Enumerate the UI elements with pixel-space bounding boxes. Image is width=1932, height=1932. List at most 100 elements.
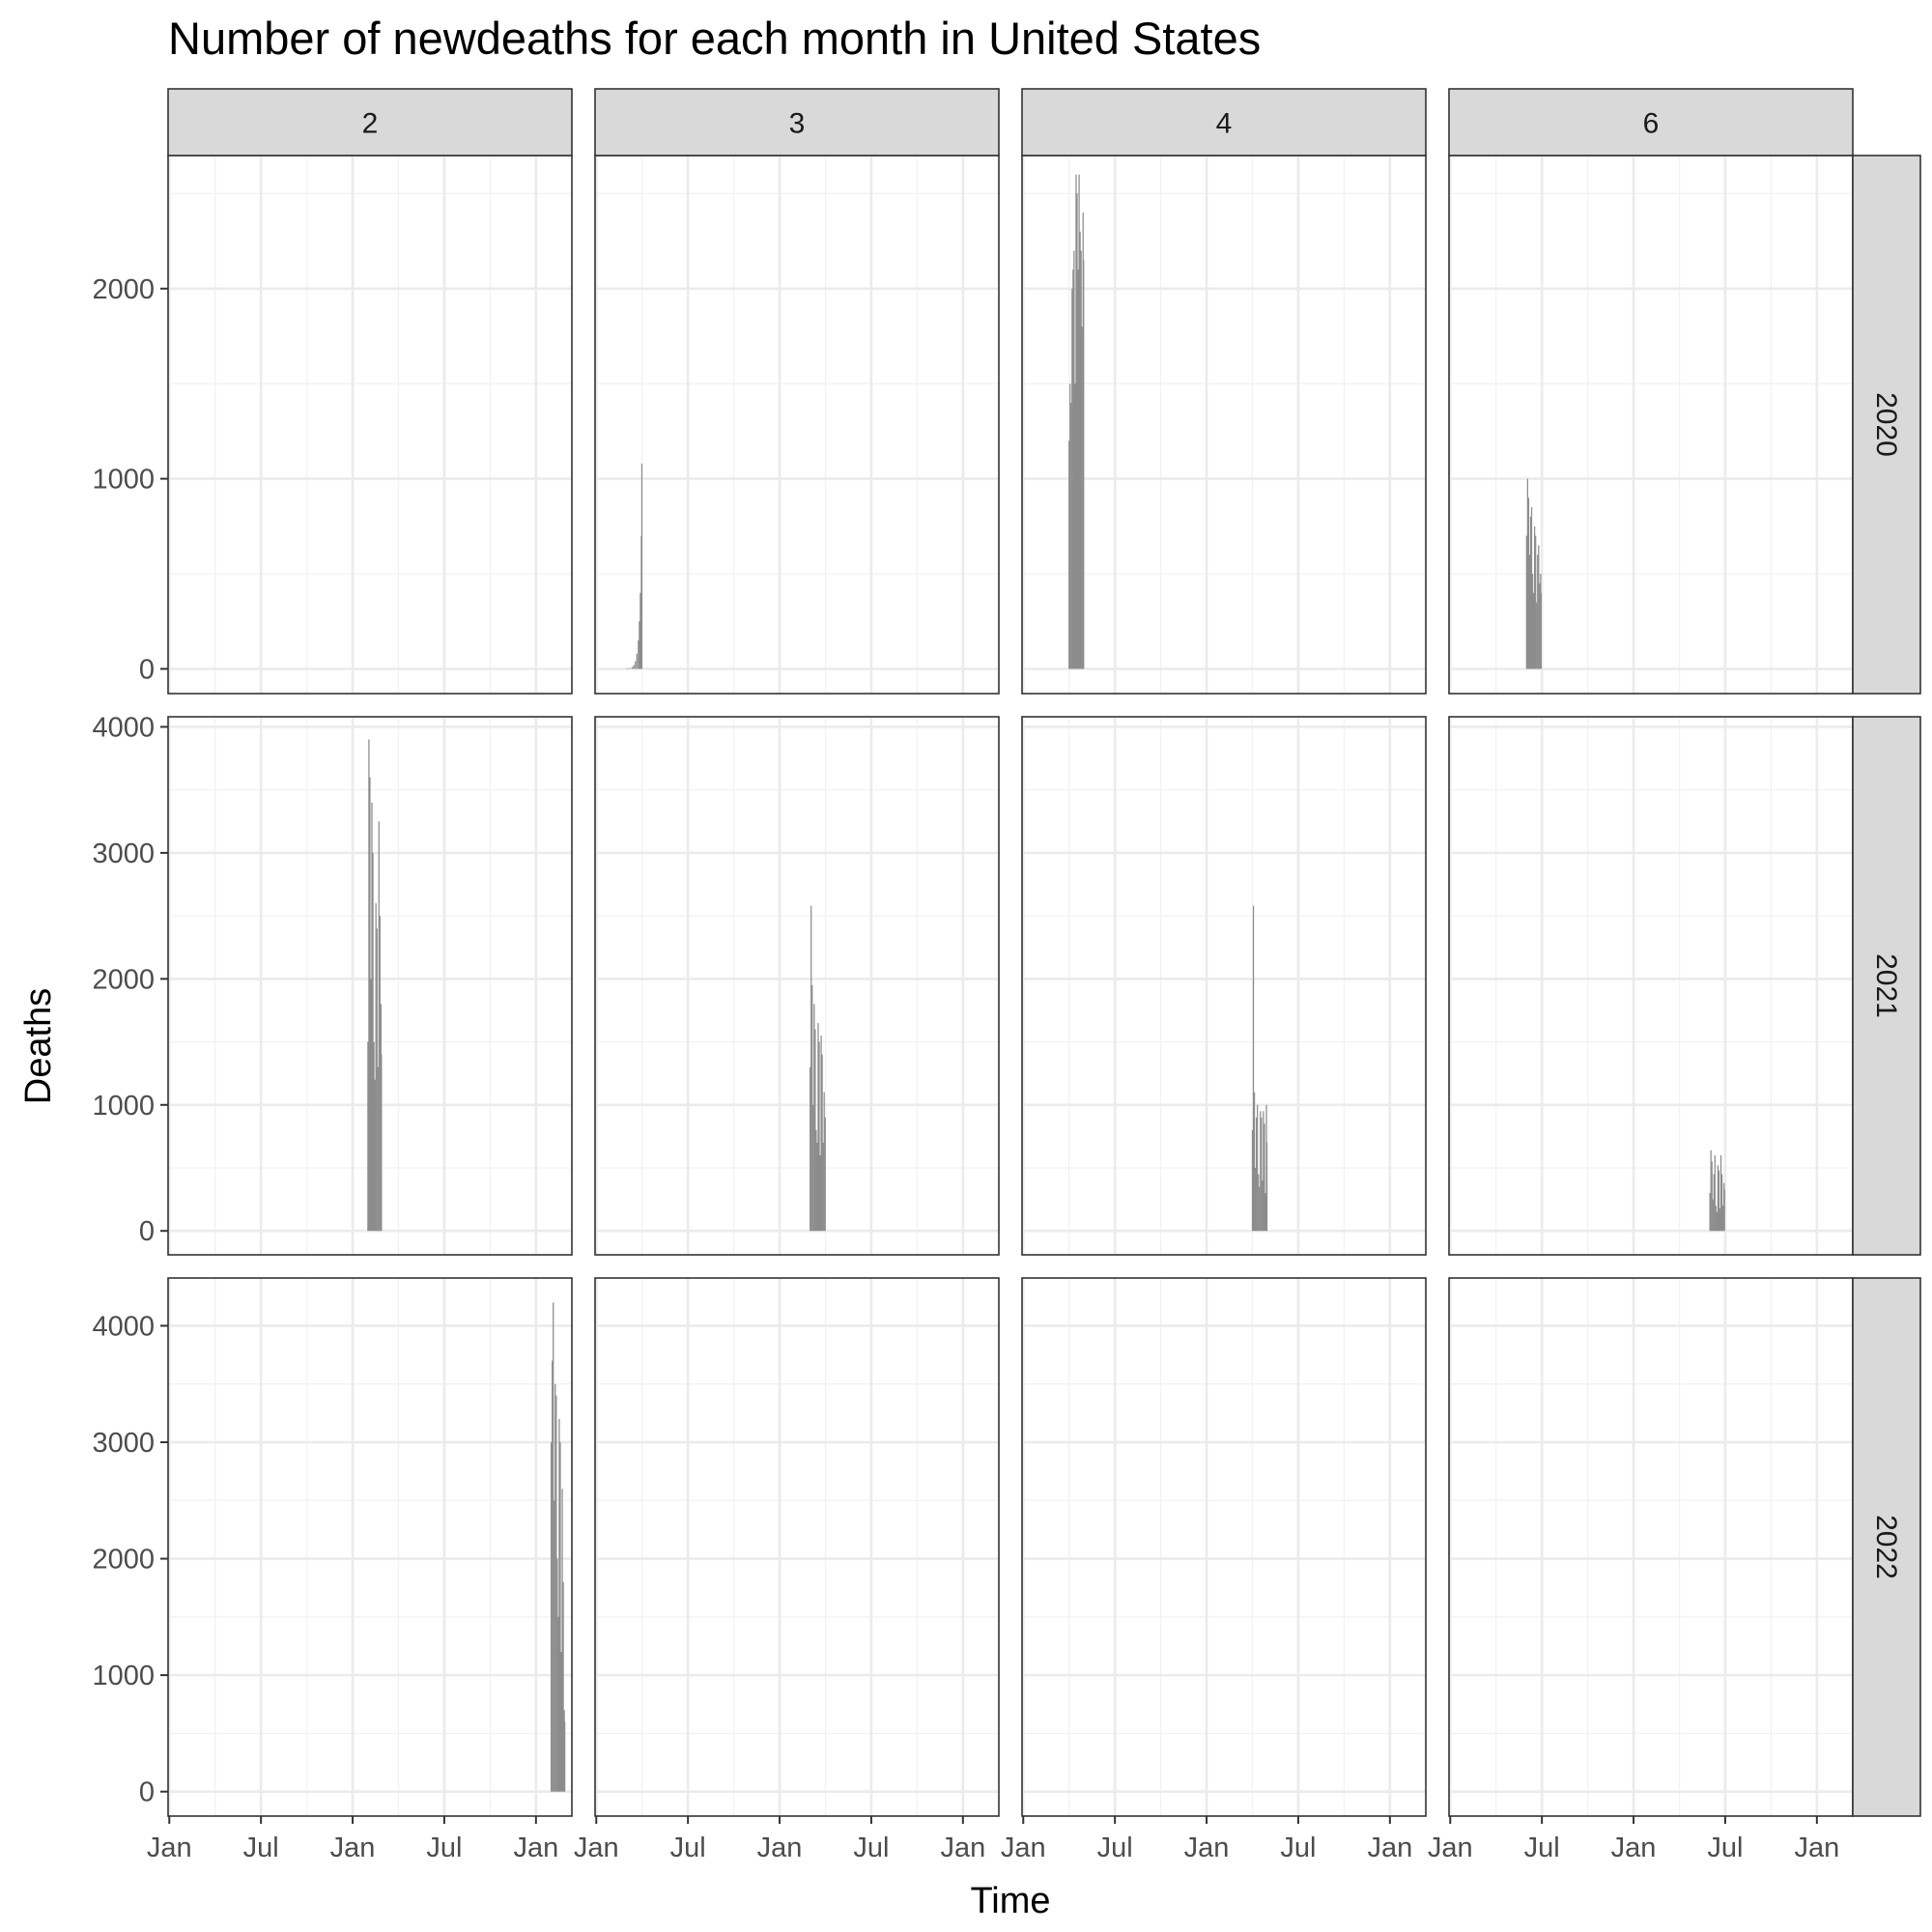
facet-panel-2020-3: 3 [594,88,1000,695]
bar [1253,1092,1256,1232]
bar [817,1022,819,1232]
bar [1719,1208,1721,1232]
panel-border [1021,716,1427,1256]
bar [1073,250,1075,669]
bar [381,1054,383,1232]
x-tick-label: Jul [853,1833,889,1863]
bar [1079,231,1081,669]
bar [633,665,635,669]
bar [812,1104,814,1232]
bar [814,1029,816,1232]
bar [560,1652,562,1792]
facet-panel-2020-6: 6 [1448,88,1854,695]
panel-background [595,717,999,1255]
x-tick-label: Jul [1097,1833,1133,1863]
bar [1538,545,1540,669]
x-tick-label: Jul [243,1833,279,1863]
bar [810,905,812,1232]
bar [376,928,378,1232]
y-tick-label: 3000 [92,1428,155,1459]
bar [1070,402,1072,669]
bar [375,903,377,1232]
bar [1719,1154,1722,1232]
bar [377,1066,379,1232]
bar [1716,1211,1719,1232]
panel-background [1449,1278,1853,1816]
x-tick-label: Jan [1367,1833,1412,1863]
facet-grid: 2 0 1000 2000 3 4 6 2020 0 1000 2000 3000 4000 2021 0 1… [92,88,1921,1863]
bar [369,777,371,1232]
bar [1530,507,1533,669]
bar [1531,574,1534,669]
y-tick-label: 1000 [92,1091,155,1122]
bar [1714,1154,1716,1232]
bar [1717,1165,1719,1232]
x-tick-label: Jan [757,1833,803,1863]
bar [1535,535,1537,669]
bar [373,1041,375,1232]
bar [552,1360,554,1792]
bar [819,1154,821,1232]
y-tick-label: 2000 [92,274,155,305]
bar [558,1418,560,1792]
y-tick-label: 4000 [92,712,155,743]
bar [1069,384,1071,669]
bar [1262,1180,1264,1232]
facet-panel-2021-6 [1448,716,1854,1256]
x-tick-label: Jul [1707,1833,1743,1863]
bar [1077,270,1079,669]
bar [1068,440,1070,669]
bar [636,653,638,669]
panel-background [1022,1278,1426,1816]
bar [1071,288,1073,669]
bar [635,661,637,669]
facet-strip-col [1021,88,1427,156]
bar [1540,592,1543,669]
facet-panel-2021-2: 0 1000 2000 3000 4000 [92,712,573,1256]
bar [1534,526,1536,669]
bar [1078,174,1080,669]
y-tick-label: 1000 [92,1661,155,1691]
facet-panel-2022-3: Jan Jul Jan Jul Jan [574,1277,1000,1863]
facet-strip-row-2020: 2020 [1852,155,1921,695]
x-tick-label: Jan [940,1833,985,1863]
bar [818,1041,820,1232]
y-tick-label: 0 [139,654,155,685]
facet-panel-2020-2: 2 0 1000 2000 [92,88,573,695]
bar [1264,1193,1266,1232]
bar [1256,1117,1258,1232]
bar [1080,250,1082,669]
x-tick-label: Jan [1001,1833,1046,1863]
bar [1074,384,1076,669]
bar [822,1142,824,1232]
bar [1258,1174,1260,1232]
bar [1720,1174,1723,1232]
bar [1261,1117,1263,1232]
panel-border [167,716,573,1256]
y-tick-label: 4000 [92,1311,155,1342]
bar [1076,193,1078,669]
facet-panel-2020-4: 4 [1021,88,1427,695]
bar [640,463,643,669]
chart-title: Number of newdeaths for each month in Un… [168,13,1261,64]
x-tick-label: Jan [513,1833,558,1863]
facet-strip-col-label: 3 [789,108,806,140]
x-tick-label: Jan [147,1833,192,1863]
bar [1263,1111,1264,1232]
panel-background [1449,717,1853,1255]
facet-panel-2022-6: Jan Jul Jan Jul Jan [1428,1277,1854,1863]
bar [368,739,370,1232]
bar [1539,582,1541,669]
bar [1525,535,1527,669]
bar [1721,1206,1724,1232]
facet-strip-row-2021: 2021 [1852,716,1921,1256]
bar [371,802,373,1232]
x-tick-label: Jul [426,1833,462,1863]
bar [1537,554,1539,669]
bar [1712,1199,1714,1232]
bar [631,667,634,669]
bar [1526,478,1529,669]
y-tick-label: 2000 [92,1545,155,1576]
bar [820,1036,822,1232]
bar [1254,1167,1257,1232]
